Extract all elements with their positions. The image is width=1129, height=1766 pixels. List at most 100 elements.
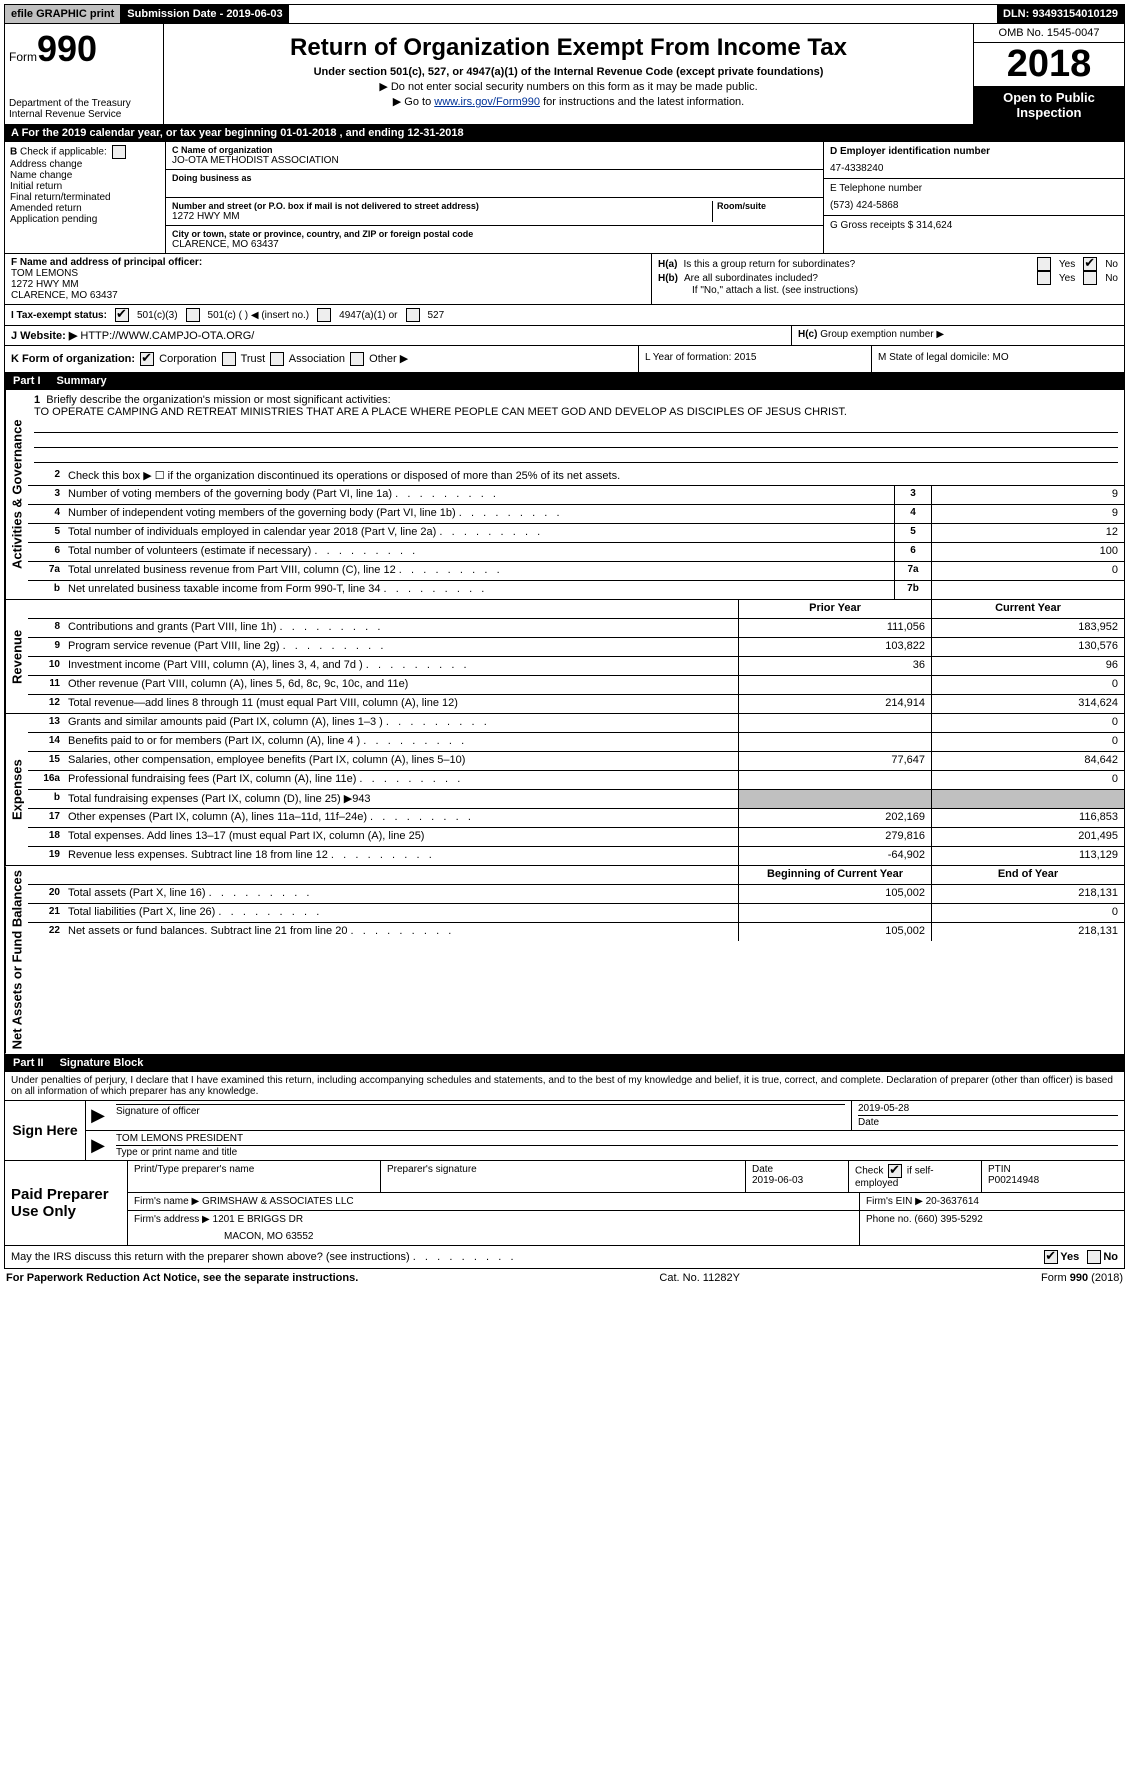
firm-ein: Firm's EIN ▶ 20-3637614 [860, 1193, 1124, 1210]
footer-right: Form 990 (2018) [1041, 1272, 1123, 1284]
line-5: 5Total number of individuals employed in… [28, 524, 1124, 543]
line-6: 6Total number of volunteers (estimate if… [28, 543, 1124, 562]
chk-self[interactable] [888, 1164, 902, 1178]
f-addr1: 1272 HWY MM [11, 279, 645, 290]
irs-link[interactable]: www.irs.gov/Form990 [434, 96, 540, 108]
l18-p: 279,816 [738, 828, 931, 846]
sig-name-val: TOM LEMONS PRESIDENT [116, 1133, 243, 1144]
l16b-d: Total fundraising expenses (Part IX, col… [64, 790, 738, 808]
room-label: Room/suite [717, 201, 817, 211]
discuss-yes-chk[interactable] [1044, 1250, 1058, 1264]
line-4: 4Number of independent voting members of… [28, 505, 1124, 524]
l19-p: -64,902 [738, 847, 931, 865]
footer-mid: Cat. No. 11282Y [659, 1272, 740, 1284]
street-row: Number and street (or P.O. box if mail i… [166, 198, 823, 226]
opt-initial: Initial return [10, 181, 160, 192]
l10-c: 96 [931, 657, 1124, 675]
l5-box: 5 [894, 524, 931, 542]
page-footer: For Paperwork Reduction Act Notice, see … [4, 1269, 1125, 1287]
part1-title: Summary [57, 375, 107, 387]
mission-num: 1 [34, 394, 40, 406]
l16b-g1 [738, 790, 931, 808]
l20-c: 218,131 [931, 885, 1124, 903]
chk-applicable[interactable] [112, 145, 126, 159]
calendar-year-row: A For the 2019 calendar year, or tax yea… [4, 125, 1125, 142]
ha-row: H(a) Is this a group return for subordin… [658, 257, 1118, 271]
l14-p [738, 733, 931, 751]
discuss-no-chk[interactable] [1087, 1250, 1101, 1264]
part1-num: Part I [13, 375, 41, 387]
l17-c: 116,853 [931, 809, 1124, 827]
note2-pre: ▶ Go to [393, 96, 434, 108]
top-bar: efile GRAPHIC print Submission Date - 20… [4, 4, 1125, 24]
opt-pending: Application pending [10, 214, 160, 225]
side-net: Net Assets or Fund Balances [5, 866, 28, 1053]
l7a-desc: Total unrelated business revenue from Pa… [64, 562, 894, 580]
city-label: City or town, state or province, country… [172, 229, 817, 239]
rev-table: Prior Year Current Year 8Contributions a… [28, 600, 1124, 713]
l3-box: 3 [894, 486, 931, 504]
hb-yes-chk[interactable] [1037, 271, 1051, 285]
ha-no: No [1105, 259, 1118, 270]
part1-header: Part I Summary [4, 373, 1125, 390]
l3-val: 9 [931, 486, 1124, 504]
o-assoc: Association [289, 353, 345, 365]
sig-date-field: 2019-05-28 Date [851, 1101, 1124, 1130]
uline1 [34, 418, 1118, 433]
row-f-h: F Name and address of principal officer:… [4, 254, 1125, 305]
l8-d: Contributions and grants (Part VIII, lin… [64, 619, 738, 637]
line-10: 10Investment income (Part VIII, column (… [28, 657, 1124, 676]
sig-officer-field: Signature of officer [110, 1101, 851, 1130]
l22-d: Net assets or fund balances. Subtract li… [64, 923, 738, 941]
chk-assoc[interactable] [270, 352, 284, 366]
chk-501c3[interactable] [115, 308, 129, 322]
c-name-row: C Name of organization JO-OTA METHODIST … [166, 142, 823, 170]
line-17: 17Other expenses (Part IX, column (A), l… [28, 809, 1124, 828]
net-section: Net Assets or Fund Balances Beginning of… [4, 866, 1125, 1054]
c-name-value: JO-OTA METHODIST ASSOCIATION [172, 155, 817, 166]
col-current: Current Year [931, 600, 1124, 618]
o-501c: 501(c) ( ) ◀ (insert no.) [208, 310, 310, 321]
l10-d: Investment income (Part VIII, column (A)… [64, 657, 738, 675]
l9-d: Program service revenue (Part VIII, line… [64, 638, 738, 656]
hc-cell: H(c) Group exemption number ▶ [792, 326, 1124, 345]
signature-block: Under penalties of perjury, I declare th… [4, 1072, 1125, 1246]
l7b-val [931, 581, 1124, 599]
chk-trust[interactable] [222, 352, 236, 366]
discuss-yes: Yes [1060, 1251, 1079, 1263]
hb-no: No [1105, 273, 1118, 284]
f-addr2: CLARENCE, MO 63437 [11, 290, 645, 301]
section-bcdeg: B Check if applicable: Address change Na… [4, 142, 1125, 254]
chk-501c[interactable] [186, 308, 200, 322]
line-22: 22Net assets or fund balances. Subtract … [28, 923, 1124, 941]
l12-d: Total revenue—add lines 8 through 11 (mu… [64, 695, 738, 713]
omb-number: OMB No. 1545-0047 [974, 24, 1124, 43]
chk-corp[interactable] [140, 352, 154, 366]
e-phone: E Telephone number (573) 424-5868 [824, 179, 1124, 216]
side-exp: Expenses [5, 714, 28, 865]
p-h1: Print/Type preparer's name [128, 1161, 381, 1192]
l15-d: Salaries, other compensation, employee b… [64, 752, 738, 770]
k-row: K Form of organization: Corporation Trus… [4, 346, 1125, 373]
chk-527[interactable] [406, 308, 420, 322]
col-prior: Prior Year [738, 600, 931, 618]
hb-note: If "No," attach a list. (see instruction… [658, 285, 1118, 296]
l17-p: 202,169 [738, 809, 931, 827]
l17-d: Other expenses (Part IX, column (A), lin… [64, 809, 738, 827]
p-h5-v: P00214948 [988, 1175, 1039, 1186]
line-16b: bTotal fundraising expenses (Part IX, co… [28, 790, 1124, 809]
ha-no-chk[interactable] [1083, 257, 1097, 271]
ha-yes-chk[interactable] [1037, 257, 1051, 271]
chk-4947[interactable] [317, 308, 331, 322]
o-4947: 4947(a)(1) or [339, 310, 397, 321]
paid-header-row: Print/Type preparer's name Preparer's si… [128, 1161, 1124, 1193]
sig-line-2: ▶ TOM LEMONS PRESIDENT Type or print nam… [86, 1131, 1124, 1160]
hb-no-chk[interactable] [1083, 271, 1097, 285]
l4-box: 4 [894, 505, 931, 523]
l7a-val: 0 [931, 562, 1124, 580]
form-header: Form990 Department of the Treasury Inter… [4, 24, 1125, 125]
firm-name: Firm's name ▶ GRIMSHAW & ASSOCIATES LLC [128, 1193, 860, 1210]
tax-year: 2018 [974, 43, 1124, 86]
chk-other[interactable] [350, 352, 364, 366]
line-7b: bNet unrelated business taxable income f… [28, 581, 1124, 599]
